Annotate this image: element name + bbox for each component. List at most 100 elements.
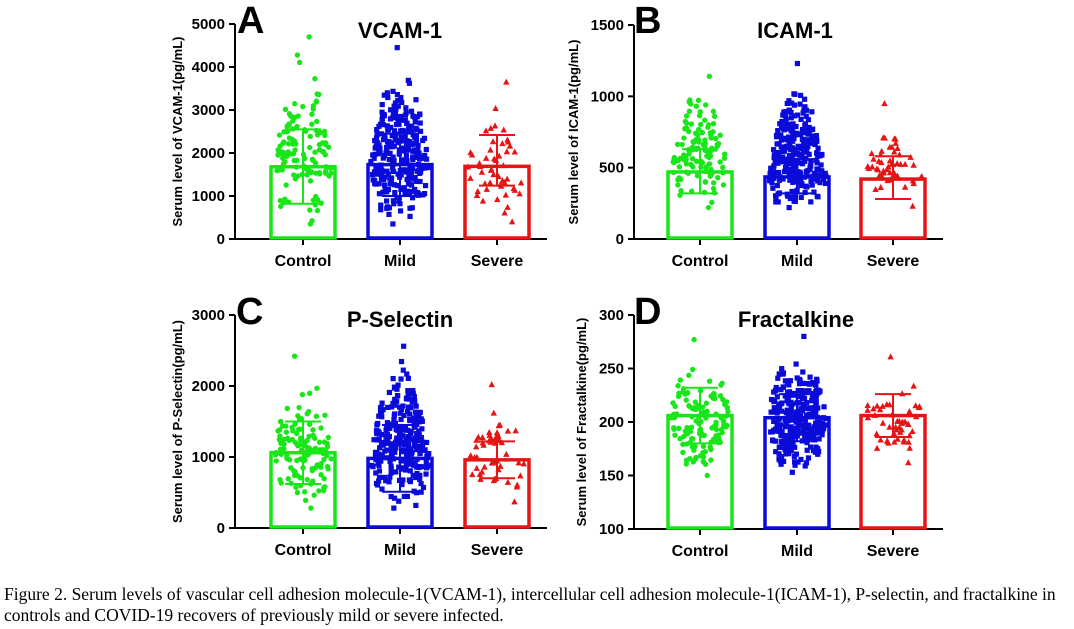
panel-title: ICAM-1 bbox=[757, 18, 833, 43]
data-point bbox=[803, 113, 809, 119]
data-point bbox=[281, 129, 287, 135]
data-point bbox=[682, 118, 689, 125]
data-point bbox=[678, 188, 684, 194]
data-point bbox=[474, 187, 481, 194]
data-point bbox=[776, 416, 782, 422]
data-point bbox=[479, 197, 487, 204]
data-point bbox=[771, 427, 777, 433]
data-point bbox=[677, 192, 683, 198]
data-point bbox=[287, 151, 294, 157]
y-tick-label: 250 bbox=[599, 361, 624, 378]
data-point bbox=[322, 132, 328, 139]
data-point bbox=[892, 139, 899, 146]
data-point bbox=[408, 108, 415, 114]
data-point bbox=[723, 413, 729, 419]
data-point bbox=[892, 135, 899, 142]
data-point bbox=[413, 140, 420, 146]
data-point bbox=[407, 124, 413, 131]
data-point bbox=[771, 175, 777, 181]
data-point bbox=[773, 449, 779, 455]
data-point bbox=[487, 166, 495, 173]
data-point bbox=[812, 141, 818, 148]
data-point bbox=[710, 185, 717, 192]
data-point bbox=[813, 157, 819, 164]
data-point bbox=[822, 180, 829, 187]
data-point bbox=[476, 470, 484, 477]
data-point bbox=[414, 126, 420, 133]
data-point bbox=[776, 451, 782, 457]
data-point bbox=[791, 133, 797, 139]
data-point bbox=[808, 178, 814, 184]
data-point bbox=[886, 401, 893, 408]
data-point bbox=[782, 393, 788, 399]
data-point bbox=[292, 176, 299, 182]
data-point bbox=[398, 94, 404, 101]
data-point bbox=[409, 195, 416, 201]
data-point bbox=[411, 396, 417, 402]
data-point bbox=[393, 469, 399, 475]
data-point bbox=[718, 427, 725, 433]
data-point bbox=[802, 123, 809, 129]
data-point bbox=[413, 474, 419, 481]
data-point bbox=[296, 404, 302, 411]
y-tick-label: 0 bbox=[217, 520, 225, 537]
data-point bbox=[685, 390, 691, 396]
y-tick-label: 2000 bbox=[192, 145, 225, 162]
data-point bbox=[400, 367, 406, 373]
data-point bbox=[368, 158, 374, 165]
data-point bbox=[804, 440, 810, 446]
data-point bbox=[886, 169, 894, 176]
data-point bbox=[479, 434, 486, 441]
data-point bbox=[776, 177, 783, 183]
data-point bbox=[894, 435, 901, 442]
data-point bbox=[371, 177, 378, 184]
data-point bbox=[511, 148, 518, 155]
data-point bbox=[417, 120, 423, 126]
data-point bbox=[791, 102, 798, 108]
data-point bbox=[392, 396, 398, 402]
data-point bbox=[918, 172, 925, 179]
data-point bbox=[487, 146, 494, 153]
data-point bbox=[418, 481, 424, 487]
panel-letter: D bbox=[634, 291, 661, 333]
chart-panel-b: 0 500 1000 1500 Control Mild Severe Serum level… bbox=[566, 0, 943, 270]
data-point bbox=[499, 177, 506, 184]
data-point bbox=[399, 99, 405, 106]
data-point bbox=[691, 405, 697, 411]
data-point bbox=[293, 484, 299, 491]
data-point bbox=[382, 133, 388, 139]
data-point bbox=[894, 417, 901, 424]
data-point bbox=[412, 186, 418, 193]
data-point bbox=[317, 447, 323, 453]
data-point bbox=[391, 416, 397, 423]
data-point bbox=[795, 393, 802, 400]
data-point bbox=[288, 113, 294, 119]
data-point bbox=[393, 426, 399, 432]
data-point bbox=[396, 121, 402, 127]
data-point bbox=[809, 182, 815, 188]
panel-letter: A bbox=[237, 0, 264, 42]
data-point bbox=[680, 449, 686, 456]
data-point bbox=[780, 154, 786, 160]
data-point bbox=[773, 199, 779, 205]
data-point bbox=[681, 135, 687, 141]
data-point bbox=[312, 445, 319, 452]
data-point bbox=[864, 401, 871, 408]
data-point bbox=[318, 425, 324, 431]
data-point bbox=[386, 389, 393, 396]
data-point bbox=[285, 141, 292, 147]
data-point bbox=[805, 436, 811, 442]
data-point bbox=[307, 133, 313, 140]
category-label-control: Control bbox=[672, 543, 729, 560]
data-point bbox=[369, 462, 375, 468]
data-point bbox=[304, 452, 310, 458]
data-point bbox=[786, 205, 792, 211]
data-point bbox=[272, 450, 279, 457]
data-point bbox=[795, 459, 801, 465]
data-point bbox=[306, 34, 312, 40]
data-point bbox=[800, 110, 806, 116]
data-point bbox=[482, 127, 490, 134]
data-point bbox=[472, 443, 480, 450]
data-point bbox=[411, 393, 417, 400]
data-point bbox=[423, 146, 429, 153]
